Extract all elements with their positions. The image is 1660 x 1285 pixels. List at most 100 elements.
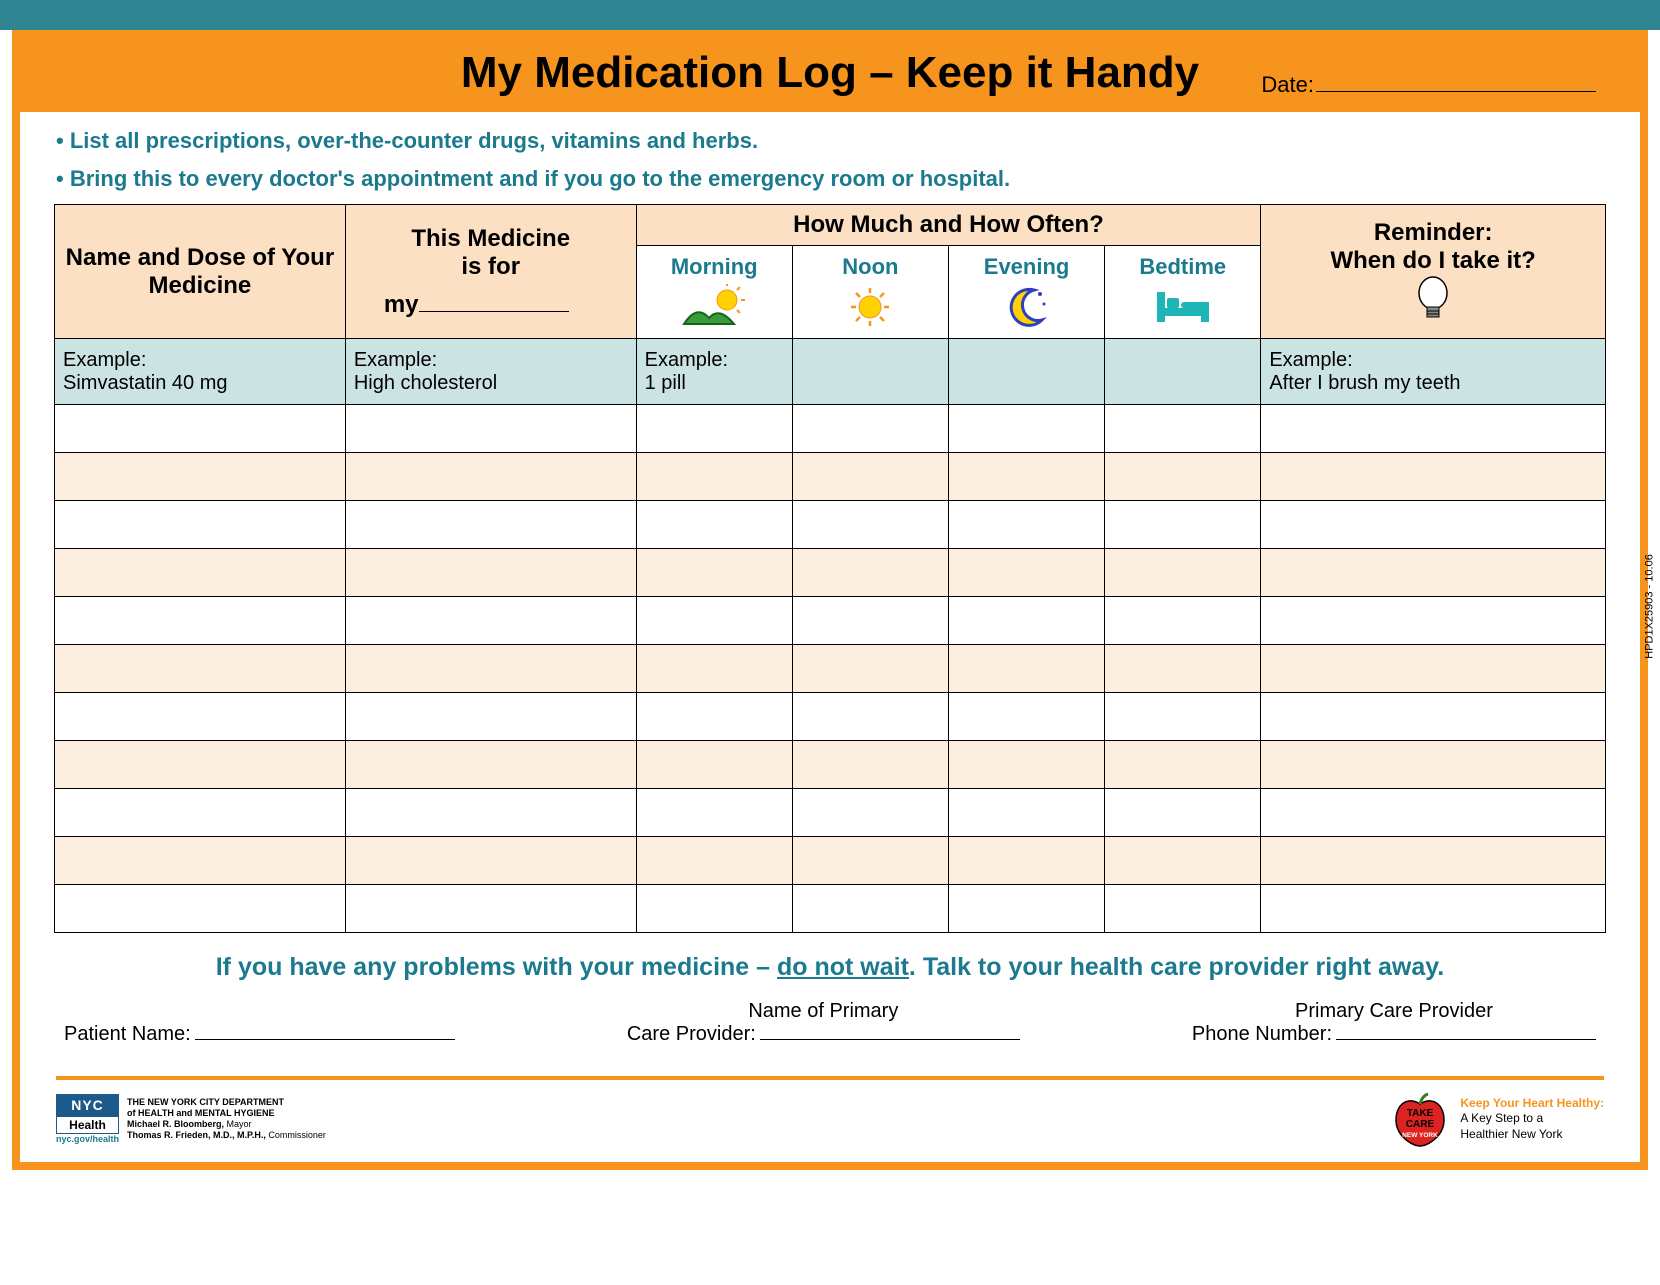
blank-cell[interactable] xyxy=(948,837,1104,885)
table-row xyxy=(55,741,1606,789)
instruction-1: • List all prescriptions, over-the-count… xyxy=(56,128,1606,154)
blank-cell[interactable] xyxy=(1105,645,1261,693)
blank-cell[interactable] xyxy=(1105,501,1261,549)
col-bedtime: Bedtime xyxy=(1105,246,1261,339)
blank-cell[interactable] xyxy=(636,597,792,645)
blank-cell[interactable] xyxy=(345,405,636,453)
my-blank-line[interactable] xyxy=(419,311,569,312)
blank-cell[interactable] xyxy=(1105,885,1261,933)
blank-cell[interactable] xyxy=(1261,501,1606,549)
footer: NYC Health nyc.gov/health THE NEW YORK C… xyxy=(20,1080,1640,1162)
blank-cell[interactable] xyxy=(1261,789,1606,837)
blank-cell[interactable] xyxy=(792,453,948,501)
blank-cell[interactable] xyxy=(55,405,346,453)
blank-cell[interactable] xyxy=(1261,453,1606,501)
blank-cell[interactable] xyxy=(1105,453,1261,501)
col-for-line1: This Medicine xyxy=(354,225,628,253)
blank-cell[interactable] xyxy=(345,549,636,597)
blank-cell[interactable] xyxy=(55,837,346,885)
blank-cell[interactable] xyxy=(948,453,1104,501)
blank-cell[interactable] xyxy=(345,453,636,501)
blank-cell[interactable] xyxy=(1261,885,1606,933)
col-name-dose: Name and Dose of Your Medicine xyxy=(55,205,346,339)
blank-cell[interactable] xyxy=(1105,789,1261,837)
date-blank-line[interactable] xyxy=(1316,91,1596,92)
blank-cell[interactable] xyxy=(636,885,792,933)
blank-cell[interactable] xyxy=(792,549,948,597)
blank-cell[interactable] xyxy=(1105,597,1261,645)
blank-cell[interactable] xyxy=(1105,549,1261,597)
blank-cell[interactable] xyxy=(345,597,636,645)
blank-cell[interactable] xyxy=(948,501,1104,549)
blank-cell[interactable] xyxy=(1105,741,1261,789)
blank-cell[interactable] xyxy=(948,597,1104,645)
blank-cell[interactable] xyxy=(636,789,792,837)
blank-cell[interactable] xyxy=(792,597,948,645)
blank-cell[interactable] xyxy=(948,789,1104,837)
blank-cell[interactable] xyxy=(636,693,792,741)
blank-cell[interactable] xyxy=(1261,837,1606,885)
blank-cell[interactable] xyxy=(1261,645,1606,693)
blank-cell[interactable] xyxy=(55,597,346,645)
blank-cell[interactable] xyxy=(55,549,346,597)
blank-cell[interactable] xyxy=(792,885,948,933)
blank-cell[interactable] xyxy=(1105,837,1261,885)
blank-cell[interactable] xyxy=(55,501,346,549)
blank-cell[interactable] xyxy=(948,405,1104,453)
blank-cell[interactable] xyxy=(792,741,948,789)
blank-cell[interactable] xyxy=(55,453,346,501)
phone-blank[interactable] xyxy=(1336,1039,1596,1040)
nyc-health-block: NYC Health nyc.gov/health THE NEW YORK C… xyxy=(56,1094,326,1144)
blank-cell[interactable] xyxy=(345,693,636,741)
example-evening xyxy=(948,339,1104,405)
blank-cell[interactable] xyxy=(345,789,636,837)
blank-cell[interactable] xyxy=(792,405,948,453)
provider-blank[interactable] xyxy=(760,1039,1020,1040)
blank-cell[interactable] xyxy=(1261,693,1606,741)
blank-cell[interactable] xyxy=(792,645,948,693)
blank-cell[interactable] xyxy=(55,693,346,741)
blank-cell[interactable] xyxy=(792,789,948,837)
blank-cell[interactable] xyxy=(636,549,792,597)
blank-cell[interactable] xyxy=(636,405,792,453)
blank-cell[interactable] xyxy=(345,885,636,933)
blank-cell[interactable] xyxy=(948,549,1104,597)
blank-cell[interactable] xyxy=(345,741,636,789)
blank-cell[interactable] xyxy=(636,453,792,501)
blank-cell[interactable] xyxy=(1105,693,1261,741)
nyc-bot: Health xyxy=(56,1116,119,1134)
blank-cell[interactable] xyxy=(345,645,636,693)
blank-cell[interactable] xyxy=(948,693,1104,741)
blank-cell[interactable] xyxy=(1105,405,1261,453)
col-for-prefix: my xyxy=(384,291,419,318)
blank-cell[interactable] xyxy=(948,645,1104,693)
blank-cell[interactable] xyxy=(55,645,346,693)
blank-cell[interactable] xyxy=(345,837,636,885)
side-print-code: HPD1X25903 - 10.06 xyxy=(1644,554,1656,659)
blank-cell[interactable] xyxy=(55,885,346,933)
patient-blank[interactable] xyxy=(195,1039,455,1040)
instruction-2: • Bring this to every doctor's appointme… xyxy=(56,166,1606,192)
blank-cell[interactable] xyxy=(792,501,948,549)
blank-cell[interactable] xyxy=(636,645,792,693)
blank-cell[interactable] xyxy=(636,837,792,885)
signoff-row: Patient Name: Name of Primary Care Provi… xyxy=(54,1000,1606,1064)
blank-cell[interactable] xyxy=(1261,597,1606,645)
blank-cell[interactable] xyxy=(792,837,948,885)
blank-cell[interactable] xyxy=(948,885,1104,933)
blank-cell[interactable] xyxy=(55,789,346,837)
blank-cell[interactable] xyxy=(948,741,1104,789)
blank-cell[interactable] xyxy=(1261,549,1606,597)
dept-l1: THE NEW YORK CITY DEPARTMENT xyxy=(127,1097,326,1108)
blank-cell[interactable] xyxy=(636,741,792,789)
date-field: Date: xyxy=(1261,72,1596,98)
blank-cell[interactable] xyxy=(792,693,948,741)
blank-cell[interactable] xyxy=(1261,405,1606,453)
blank-cell[interactable] xyxy=(55,741,346,789)
reminder-l2: When do I take it? xyxy=(1269,247,1597,275)
blank-cell[interactable] xyxy=(636,501,792,549)
tc-l3: Healthier New York xyxy=(1460,1127,1604,1143)
blank-cell[interactable] xyxy=(345,501,636,549)
ex-reminder-val: After I brush my teeth xyxy=(1269,372,1460,394)
blank-cell[interactable] xyxy=(1261,741,1606,789)
